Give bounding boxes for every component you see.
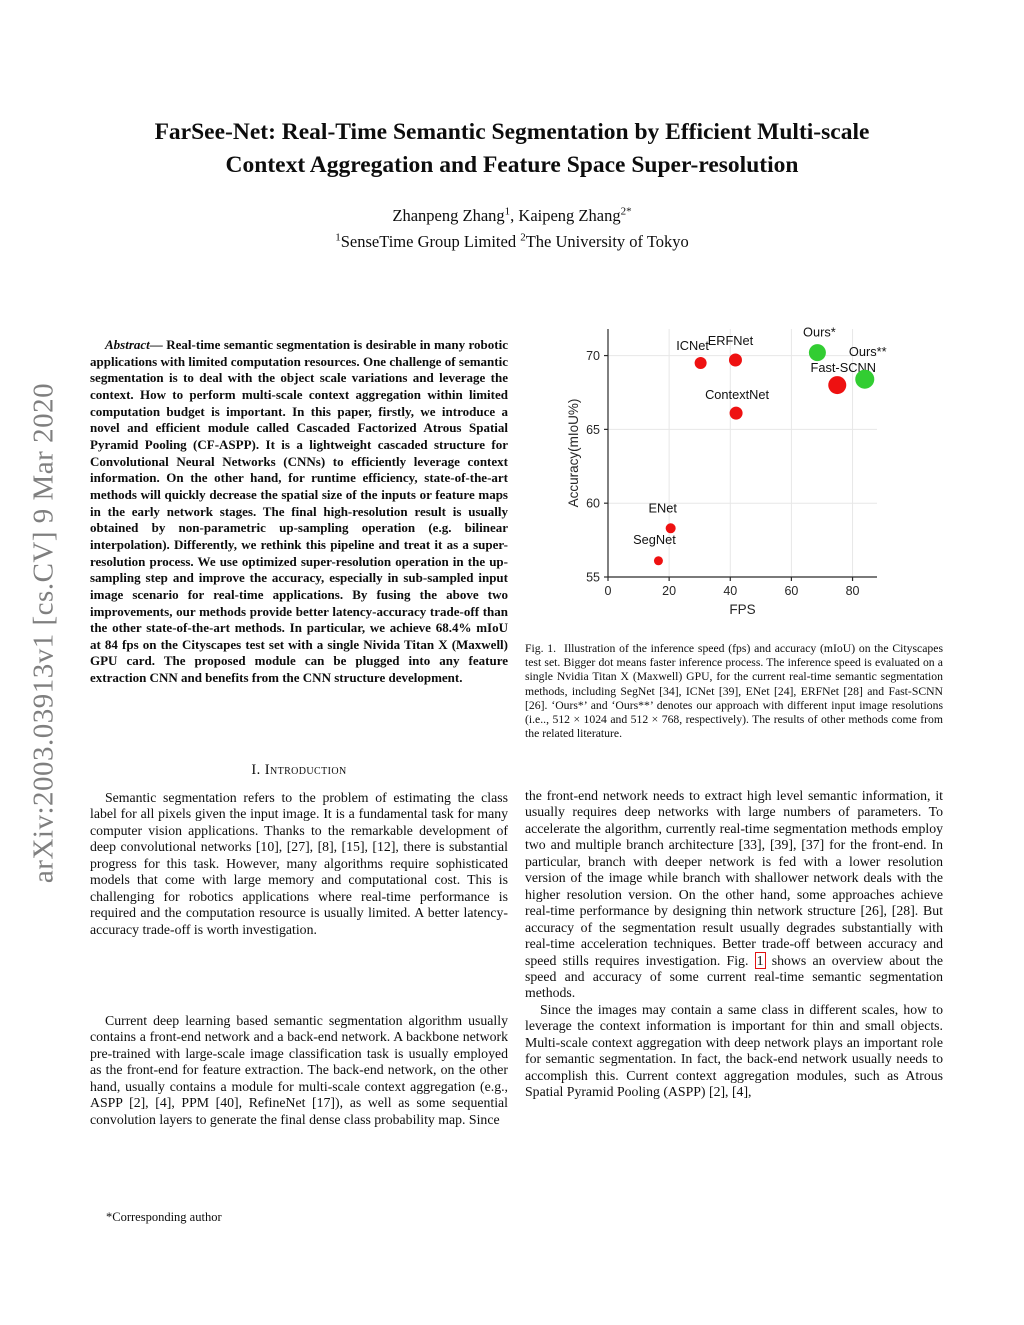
data-point-fastscnn <box>828 376 847 395</box>
point-label: SegNet <box>633 532 676 547</box>
point-label: Ours* <box>803 325 836 340</box>
y-tick-label: 65 <box>586 423 600 437</box>
y-tick-label: 70 <box>586 349 600 363</box>
body-paragraph-continued: the front-end network needs to extract h… <box>525 788 943 1002</box>
intro-paragraph-1: Semantic segmentation refers to the prob… <box>90 790 508 937</box>
abstract-dash: — <box>149 337 167 352</box>
x-tick-label: 60 <box>784 584 798 598</box>
affiliation-1-sup: 1 <box>335 231 341 244</box>
x-tick-label: 0 <box>605 584 612 598</box>
paper-title-line1: FarSee-Net: Real-Time Semantic Segmentat… <box>154 119 870 145</box>
abstract: Abstract— Real-time semantic segmentatio… <box>90 337 508 687</box>
figure-1-reference-link[interactable]: 1 <box>754 951 766 969</box>
section-number: I. <box>251 762 261 778</box>
x-tick-label: 40 <box>723 584 737 598</box>
data-point-erfnet <box>728 353 742 367</box>
fig1-chart: 0 20 40 60 80 55 60 65 70 FPS Accuracy(mIoU%) SegNe… <box>566 325 887 617</box>
x-tick-label: 20 <box>662 584 676 598</box>
abstract-label: Abstract <box>105 337 150 352</box>
intro-paragraph-2: Current deep learning based semantic seg… <box>90 1013 508 1127</box>
figure-1: 0 20 40 60 80 55 60 65 70 FPS Accuracy(mIoU%) SegNe… <box>525 314 943 617</box>
author-1-sup: 1 <box>504 205 511 218</box>
data-point-contextnet <box>729 406 743 420</box>
affiliations: 1SenseTime Group Limited 2The University… <box>112 229 912 255</box>
x-axis-label: FPS <box>729 602 755 616</box>
figure-1-caption: Fig. 1. Illustration of the inference spe… <box>525 642 943 742</box>
point-label: ENet <box>648 500 677 515</box>
author-separator: , <box>510 206 519 225</box>
affiliation-1: SenseTime Group Limited <box>340 232 521 251</box>
paper-title: FarSee-Net: Real-Time Semantic Segmentat… <box>50 116 974 182</box>
paragraph-text: the front-end network needs to extract h… <box>525 788 943 968</box>
body-paragraph-2: Since the images may contain a same clas… <box>525 1001 943 1100</box>
paper-title-line2: Context Aggregation and Feature Space Su… <box>225 152 799 178</box>
point-label: ContextNet <box>705 387 769 402</box>
author-2-sup: 2* <box>620 205 632 218</box>
x-tick-label: 80 <box>846 584 860 598</box>
section-heading-introduction: I. Introduction <box>90 762 508 779</box>
y-axis-label: Accuracy(mIoU%) <box>566 399 581 508</box>
author-names: Zhanpeng Zhang1, Kaipeng Zhang2* <box>112 203 912 229</box>
affiliation-2-sup: 2 <box>520 231 526 244</box>
point-label: ERFNet <box>708 333 754 348</box>
point-label: ICNet <box>676 338 709 353</box>
data-point-ours <box>855 369 875 389</box>
author-1: Zhanpeng Zhang <box>392 206 505 225</box>
figure-caption-label: Fig. 1. <box>525 641 557 655</box>
y-tick-label: 60 <box>586 497 600 511</box>
point-label: Ours** <box>849 344 887 359</box>
data-point-ours <box>808 344 826 362</box>
right-column-text: the front-end network needs to extract h… <box>525 788 943 1101</box>
y-tick-label: 55 <box>586 571 600 585</box>
arxiv-watermark: arXiv:2003.03913v1 [cs.CV] 9 Mar 2020 <box>27 382 60 884</box>
figure-caption-text: Illustration of the inference speed (fps… <box>525 641 943 741</box>
affiliation-2: The University of Tokyo <box>525 232 689 251</box>
paragraph-text: shows an overview about the speed and ac… <box>525 952 944 1001</box>
author-2: Kaipeng Zhang <box>518 206 621 225</box>
abstract-text: Real-time semantic segmentation is desir… <box>90 337 509 686</box>
data-point-icnet <box>694 356 707 369</box>
corresponding-author-footnote: *Corresponding author <box>106 1210 222 1224</box>
author-block: Zhanpeng Zhang1, Kaipeng Zhang2* 1SenseT… <box>112 203 912 255</box>
data-point-segnet <box>653 556 663 566</box>
data-point-enet <box>665 523 676 534</box>
section-title: Introduction <box>264 762 347 778</box>
